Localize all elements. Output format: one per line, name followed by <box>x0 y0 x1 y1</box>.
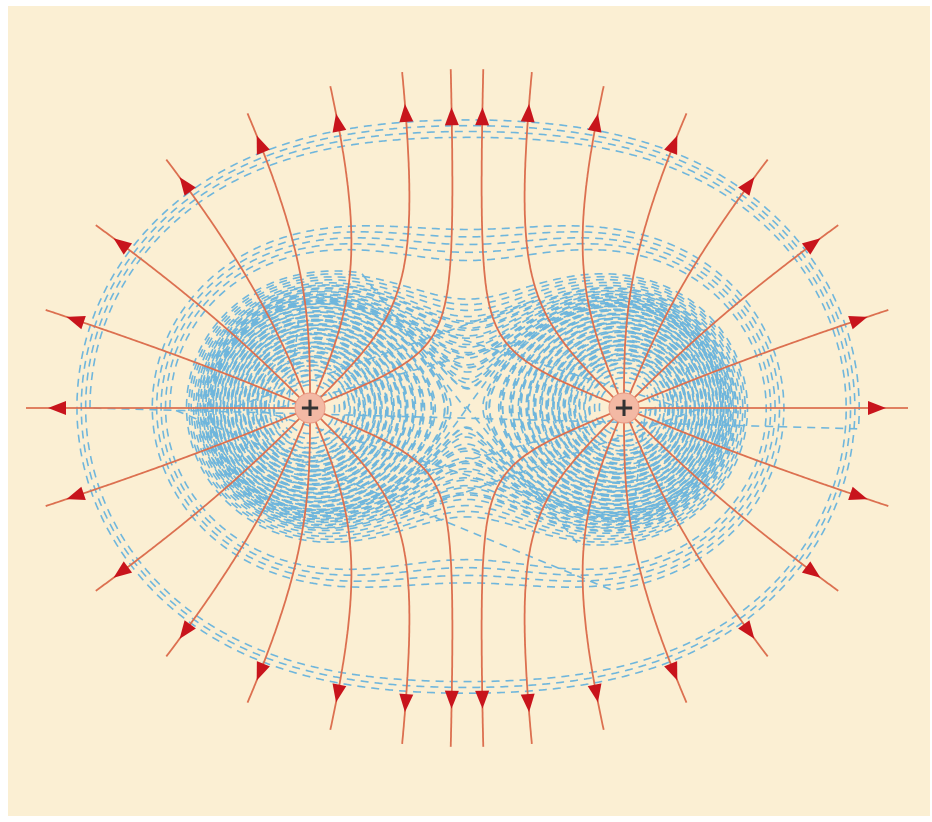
equipotential-line <box>212 302 725 517</box>
field-lines <box>26 69 908 747</box>
field-line <box>623 420 688 703</box>
field-line <box>165 159 307 398</box>
field-line <box>95 224 303 401</box>
equipotential-line <box>196 284 735 530</box>
field-line <box>627 159 769 398</box>
field-line <box>581 86 621 398</box>
field-line <box>631 415 839 592</box>
arrowhead <box>664 135 678 155</box>
arrowhead <box>113 561 133 578</box>
arrowhead <box>587 113 602 133</box>
arrowhead <box>801 561 821 578</box>
field-line <box>320 69 454 405</box>
equipotential-line <box>151 225 785 591</box>
arrowhead <box>48 401 66 415</box>
field-line <box>246 113 311 396</box>
arrowhead <box>444 107 459 126</box>
field-line <box>45 411 300 507</box>
field-line <box>317 415 411 744</box>
arrowheads <box>48 103 886 713</box>
equipotential-line <box>209 299 722 514</box>
field-line <box>634 411 889 507</box>
arrowhead <box>179 177 196 196</box>
field-line <box>627 418 769 657</box>
field-line <box>480 69 614 405</box>
charge-label: + <box>299 393 321 423</box>
charge <box>608 392 640 424</box>
equipotential-line <box>76 119 860 694</box>
equipotential-line <box>204 292 728 521</box>
charge-label: + <box>613 393 635 423</box>
equipotential-line <box>211 301 518 512</box>
arrowhead <box>801 238 821 255</box>
arrowhead <box>66 486 86 500</box>
arrowhead <box>475 107 490 126</box>
arrowhead <box>738 620 755 639</box>
field-line <box>313 418 353 730</box>
arrowhead <box>520 103 535 123</box>
arrowhead <box>256 135 270 155</box>
arrowhead <box>113 238 133 255</box>
field-line <box>45 309 300 405</box>
field-line <box>581 418 621 730</box>
field-line <box>623 113 688 396</box>
equipotential-line <box>187 273 749 546</box>
charges: + + <box>294 392 640 424</box>
arrowhead <box>399 693 414 713</box>
arrowhead <box>848 486 868 500</box>
arrowhead <box>332 113 347 133</box>
field-line <box>631 224 839 401</box>
field-line <box>320 411 454 747</box>
field-line <box>480 411 614 747</box>
equipotential-line <box>185 270 747 543</box>
equipotential-line <box>199 286 738 532</box>
arrowhead <box>66 316 86 330</box>
arrowhead <box>399 103 414 123</box>
charge <box>294 392 326 424</box>
field-line <box>95 415 303 592</box>
arrowhead <box>587 683 602 703</box>
arrowhead <box>179 620 196 639</box>
arrowhead <box>256 661 270 681</box>
field-line <box>523 72 617 401</box>
arrowhead <box>520 693 535 713</box>
equipotential-line <box>416 304 723 515</box>
arrowhead <box>332 683 347 703</box>
arrowhead <box>475 690 490 709</box>
arrowhead <box>664 661 678 681</box>
field-line <box>317 72 411 401</box>
field-line <box>523 415 617 744</box>
equipotential-line <box>206 295 730 524</box>
field-line <box>634 309 889 405</box>
equipotential-lines <box>76 119 860 694</box>
arrowhead <box>868 401 886 415</box>
field-line <box>313 86 353 398</box>
arrowhead <box>738 177 755 196</box>
arrowhead <box>848 316 868 330</box>
field-line <box>165 418 307 657</box>
field-line <box>246 420 311 703</box>
arrowhead <box>444 690 459 709</box>
